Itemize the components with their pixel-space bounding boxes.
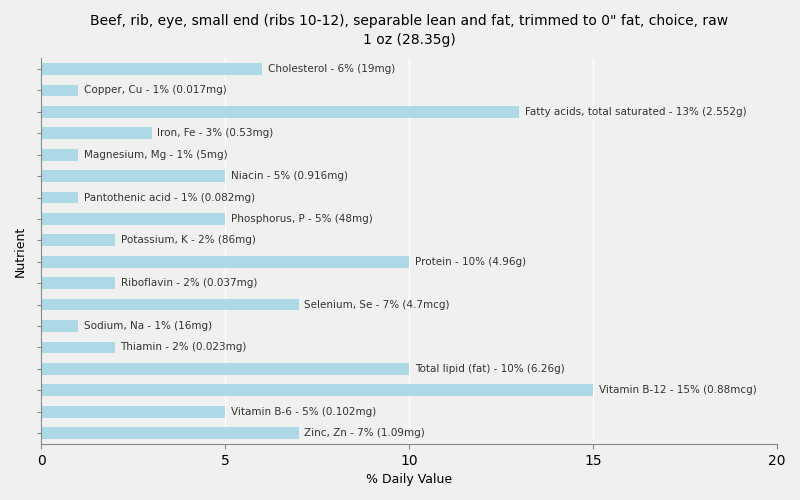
Bar — [42, 427, 299, 439]
Text: Total lipid (fat) - 10% (6.26g): Total lipid (fat) - 10% (6.26g) — [414, 364, 565, 374]
Text: Vitamin B-6 - 5% (0.102mg): Vitamin B-6 - 5% (0.102mg) — [231, 406, 376, 416]
Bar — [42, 106, 519, 118]
Text: Iron, Fe - 3% (0.53mg): Iron, Fe - 3% (0.53mg) — [158, 128, 274, 138]
Text: Niacin - 5% (0.916mg): Niacin - 5% (0.916mg) — [231, 171, 348, 181]
Y-axis label: Nutrient: Nutrient — [14, 226, 27, 276]
Text: Thiamin - 2% (0.023mg): Thiamin - 2% (0.023mg) — [121, 342, 247, 352]
Title: Beef, rib, eye, small end (ribs 10-12), separable lean and fat, trimmed to 0" fa: Beef, rib, eye, small end (ribs 10-12), … — [90, 14, 728, 48]
Text: Phosphorus, P - 5% (48mg): Phosphorus, P - 5% (48mg) — [231, 214, 373, 224]
Bar — [42, 278, 115, 289]
Text: Protein - 10% (4.96g): Protein - 10% (4.96g) — [414, 257, 526, 267]
Text: Riboflavin - 2% (0.037mg): Riboflavin - 2% (0.037mg) — [121, 278, 257, 288]
Bar — [42, 192, 78, 203]
Text: Selenium, Se - 7% (4.7mcg): Selenium, Se - 7% (4.7mcg) — [304, 300, 450, 310]
Text: Sodium, Na - 1% (16mg): Sodium, Na - 1% (16mg) — [84, 321, 212, 331]
Bar — [42, 128, 152, 139]
Text: Cholesterol - 6% (19mg): Cholesterol - 6% (19mg) — [267, 64, 395, 74]
Bar — [42, 363, 409, 375]
Bar — [42, 256, 409, 268]
Bar — [42, 298, 299, 310]
Bar — [42, 342, 115, 353]
X-axis label: % Daily Value: % Daily Value — [366, 473, 452, 486]
Text: Magnesium, Mg - 1% (5mg): Magnesium, Mg - 1% (5mg) — [84, 150, 227, 160]
Text: Potassium, K - 2% (86mg): Potassium, K - 2% (86mg) — [121, 236, 255, 246]
Bar — [42, 320, 78, 332]
Bar — [42, 384, 593, 396]
Bar — [42, 63, 262, 75]
Bar — [42, 84, 78, 96]
Bar — [42, 170, 226, 182]
Text: Fatty acids, total saturated - 13% (2.552g): Fatty acids, total saturated - 13% (2.55… — [525, 107, 746, 117]
Bar — [42, 406, 226, 417]
Bar — [42, 234, 115, 246]
Text: Vitamin B-12 - 15% (0.88mcg): Vitamin B-12 - 15% (0.88mcg) — [598, 386, 756, 396]
Text: Copper, Cu - 1% (0.017mg): Copper, Cu - 1% (0.017mg) — [84, 86, 226, 96]
Text: Zinc, Zn - 7% (1.09mg): Zinc, Zn - 7% (1.09mg) — [304, 428, 425, 438]
Bar — [42, 149, 78, 160]
Bar — [42, 213, 226, 225]
Text: Pantothenic acid - 1% (0.082mg): Pantothenic acid - 1% (0.082mg) — [84, 192, 255, 202]
